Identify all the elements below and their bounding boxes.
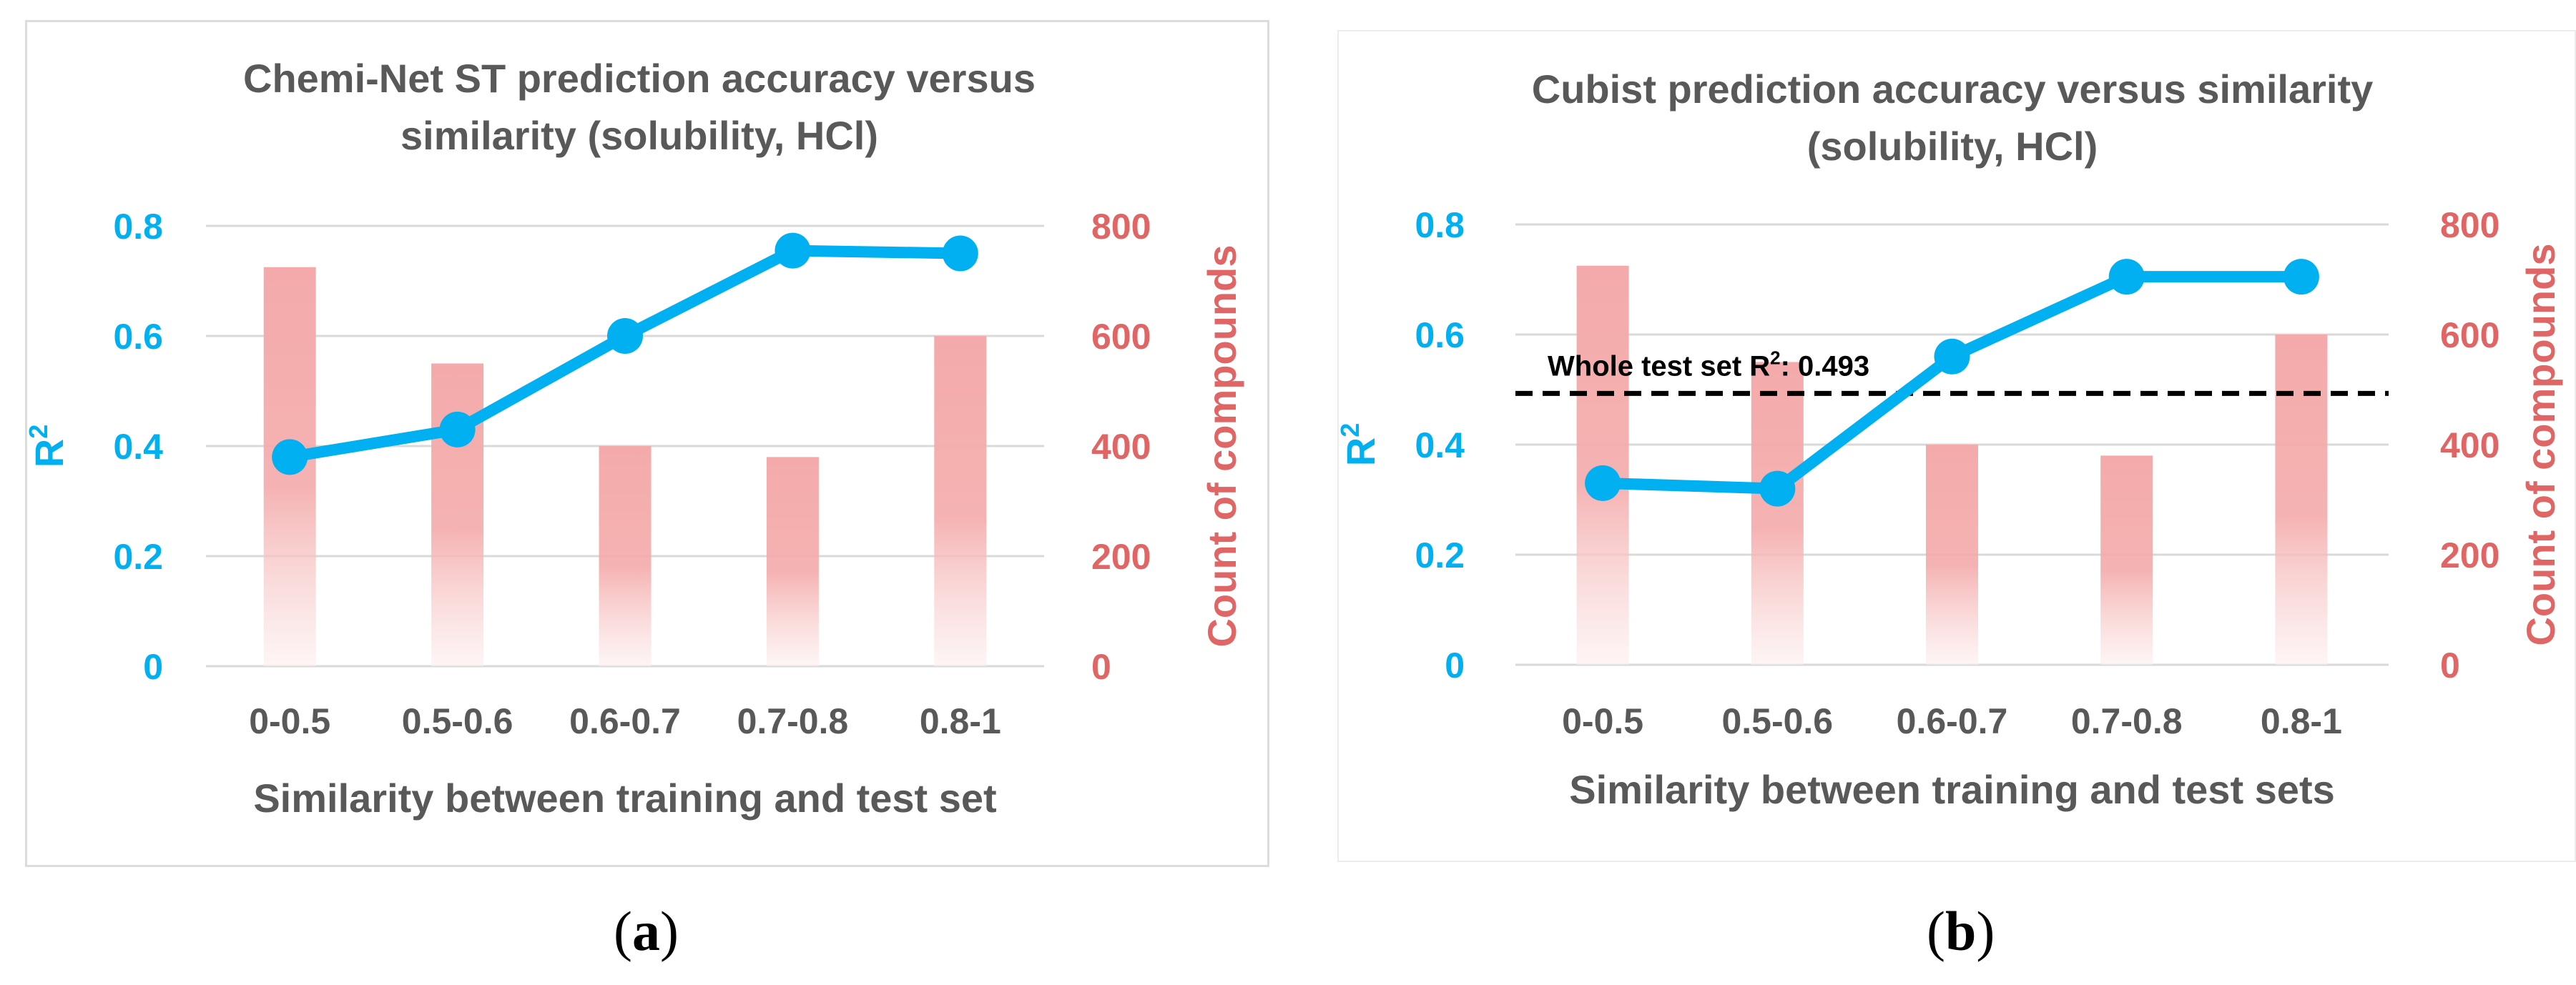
panel-label-a: (a) <box>614 900 679 962</box>
chart-panel-b: Cubist prediction accuracy versus simila… <box>1335 30 2576 862</box>
chart-a-x-tick-label: 0.6-0.7 <box>569 701 681 741</box>
chart-a-right-tick-label: 800 <box>1091 207 1151 247</box>
chart-b-x-tick-label: 0-0.5 <box>1562 701 1643 741</box>
chart-b-right-tick-label: 200 <box>2440 535 2499 575</box>
chart-a-svg: Chemi-Net ST prediction accuracy versus s… <box>24 56 1244 821</box>
chart-a-x-tick-label: 0-0.5 <box>249 701 330 741</box>
chart-b-bar-0.7-0.8 <box>2100 455 2153 665</box>
chart-a-right-tick-label: 200 <box>1091 537 1151 577</box>
chart-a-r2-point-0.6-0.7 <box>607 318 643 354</box>
chart-a-left-tick-label: 0.6 <box>113 317 163 357</box>
chart-b-bar-0.8-1 <box>2275 335 2328 665</box>
chart-b-bar-0.5-0.6 <box>1751 362 1804 665</box>
chart-a-r2-point-0-0.5 <box>272 439 308 475</box>
chart-b-bar-0.6-0.7 <box>1926 445 1978 665</box>
chart-b-reference-label: Whole test set R2: 0.493 <box>1548 347 1869 382</box>
chart-b-svg: Cubist prediction accuracy versus simila… <box>1335 66 2563 812</box>
chart-b-title-line-1: Cubist prediction accuracy versus simila… <box>1532 66 2373 112</box>
chart-b-x-tick-label: 0.5-0.6 <box>1721 701 1833 741</box>
chart-a-x-tick-label: 0.8-1 <box>920 701 1001 741</box>
chart-b-left-tick-label: 0.6 <box>1415 315 1465 355</box>
chart-a-left-tick-label: 0 <box>143 647 163 687</box>
chart-b-r2-point-0-0.5 <box>1585 465 1621 501</box>
chart-a-left-tick-label: 0.2 <box>113 537 163 577</box>
chart-b-x-tick-label: 0.7-0.8 <box>2071 701 2183 741</box>
chart-a-x-tick-label: 0.7-0.8 <box>737 701 849 741</box>
chart-a-x-axis-label: Similarity between training and test set <box>253 776 996 821</box>
chart-a-right-tick-label: 0 <box>1091 647 1111 687</box>
chart-b-x-axis-label: Similarity between training and test set… <box>1569 767 2335 812</box>
chart-b-x-tick-label: 0.8-1 <box>2261 701 2342 741</box>
chart-a-right-tick-label: 400 <box>1091 427 1151 467</box>
chart-a-r2-point-0.5-0.6 <box>439 411 476 447</box>
chart-b-right-tick-label: 400 <box>2440 425 2499 465</box>
chart-b-right-tick-label: 0 <box>2440 645 2460 685</box>
chart-a-title-line-2: similarity (solubility, HCl) <box>400 113 878 158</box>
chart-a-left-axis-label: R2 <box>27 425 72 467</box>
chart-b-right-axis-label: Count of compounds <box>2518 243 2563 645</box>
chart-a-left-tick-label: 0.8 <box>113 207 163 247</box>
chart-b-bar-0-0.5 <box>1576 265 1629 665</box>
chart-a-r2-point-0.7-0.8 <box>775 232 811 269</box>
chart-a-left-tick-label: 0.4 <box>113 427 163 467</box>
chart-b-right-tick-label: 800 <box>2440 205 2499 245</box>
chart-a-right-tick-label: 600 <box>1091 317 1151 357</box>
chart-a-bar-0.7-0.8 <box>766 457 819 666</box>
chart-b-left-tick-label: 0.2 <box>1415 535 1465 575</box>
chart-b-left-tick-label: 0.4 <box>1415 425 1465 465</box>
chart-b-left-tick-label: 0 <box>1445 645 1465 685</box>
chart-b-r2-point-0.5-0.6 <box>1759 470 1796 507</box>
chart-panel-a: Chemi-Net ST prediction accuracy versus s… <box>24 20 1269 867</box>
chart-a-r2-point-0.8-1 <box>942 235 978 272</box>
chart-a-bar-0.6-0.7 <box>599 446 652 666</box>
chart-b-title-line-2: (solubility, HCl) <box>1807 124 2098 169</box>
chart-a-x-tick-label: 0.5-0.6 <box>402 701 513 741</box>
chart-b-r2-point-0.6-0.7 <box>1934 338 1970 375</box>
chart-a-r2-line <box>284 244 966 463</box>
chart-b-right-tick-label: 600 <box>2440 315 2499 355</box>
panel-label-b: (b) <box>1927 900 1995 962</box>
chart-b-x-tick-label: 0.6-0.7 <box>1897 701 2008 741</box>
chart-a-title-line-1: Chemi-Net ST prediction accuracy versus <box>243 56 1036 101</box>
chart-a-right-axis-label: Count of compounds <box>1199 244 1244 647</box>
chart-b-left-tick-label: 0.8 <box>1415 205 1465 245</box>
chart-b-r2-point-0.8-1 <box>2283 259 2319 295</box>
chart-b-r2-point-0.7-0.8 <box>2108 259 2145 295</box>
chart-a-bar-0.5-0.6 <box>431 363 484 666</box>
chart-b-left-axis-label: R2 <box>1339 423 1383 466</box>
chart-a-bar-0.8-1 <box>934 336 987 666</box>
